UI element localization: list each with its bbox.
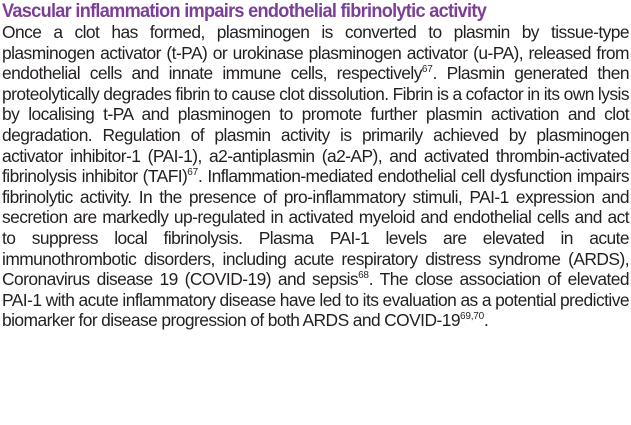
text-segment: . — [484, 310, 489, 331]
text-segment: . The close association of elevated PAI-… — [2, 269, 630, 331]
citation-ref: 68 — [358, 270, 369, 282]
body-paragraph: Once a clot has formed, plasminogen is c… — [2, 22, 630, 331]
text-segment: . Inflammation-mediated endothelial cell… — [2, 166, 630, 290]
section-heading: Vascular inflammation impairs endothelia… — [2, 0, 487, 22]
citation-ref: 67 — [421, 64, 433, 76]
citation-ref: 67 — [187, 167, 199, 179]
text-segment: . Plasmin generated then proteolytically… — [2, 63, 630, 187]
citation-ref: 69,70 — [459, 311, 484, 323]
text-segment: Once a clot has formed, plasminogen is c… — [2, 22, 630, 84]
article-section: Vascular inflammation impairs endothelia… — [2, 0, 630, 331]
